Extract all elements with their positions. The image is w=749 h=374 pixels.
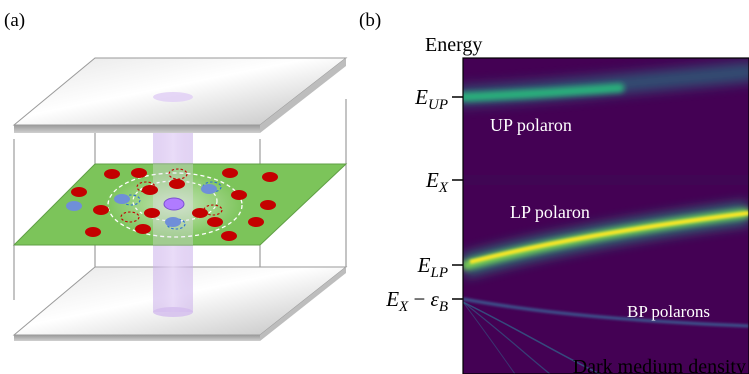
panel-b: (b) Energy EUP E bbox=[359, 10, 749, 374]
x-axis-label: Dark medium density bbox=[573, 356, 746, 374]
red-impurities bbox=[71, 168, 278, 241]
tick-label-e-x-minus-eps-b: EX − εB bbox=[385, 287, 448, 315]
panel-b-label: (b) bbox=[359, 10, 381, 31]
polariton-spectrum-plot bbox=[463, 58, 749, 374]
bp-polaron-branch-2 bbox=[463, 301, 601, 374]
panel-a: (a) bbox=[4, 10, 348, 341]
annotation-bp-polarons: BP polarons bbox=[627, 302, 710, 321]
annotation-lp-polaron: LP polaron bbox=[510, 202, 590, 222]
y-ticks bbox=[452, 96, 463, 300]
bp-polaron-branch-3 bbox=[463, 301, 551, 374]
tick-label-e-x: EX bbox=[425, 168, 449, 196]
bp-polaron-branch-4 bbox=[463, 301, 516, 374]
central-exciton bbox=[163, 197, 185, 211]
light-column-bottom bbox=[153, 307, 193, 317]
lp-polaron-branch bbox=[469, 211, 749, 264]
plot-frame bbox=[462, 57, 749, 374]
y-axis-label: Energy bbox=[425, 34, 482, 56]
tick-label-e-up: EUP bbox=[414, 85, 448, 113]
annotation-up-polaron: UP polaron bbox=[490, 115, 572, 135]
impurities bbox=[66, 168, 278, 241]
tick-label-e-lp: ELP bbox=[417, 253, 448, 281]
bp-polaron-branch-1 bbox=[463, 297, 749, 328]
interaction-range-outer bbox=[107, 172, 243, 238]
up-polaron-branch bbox=[463, 83, 625, 102]
blue-impurities bbox=[66, 184, 217, 227]
top-mirror bbox=[12, 57, 348, 133]
panel-a-label: (a) bbox=[4, 10, 25, 31]
